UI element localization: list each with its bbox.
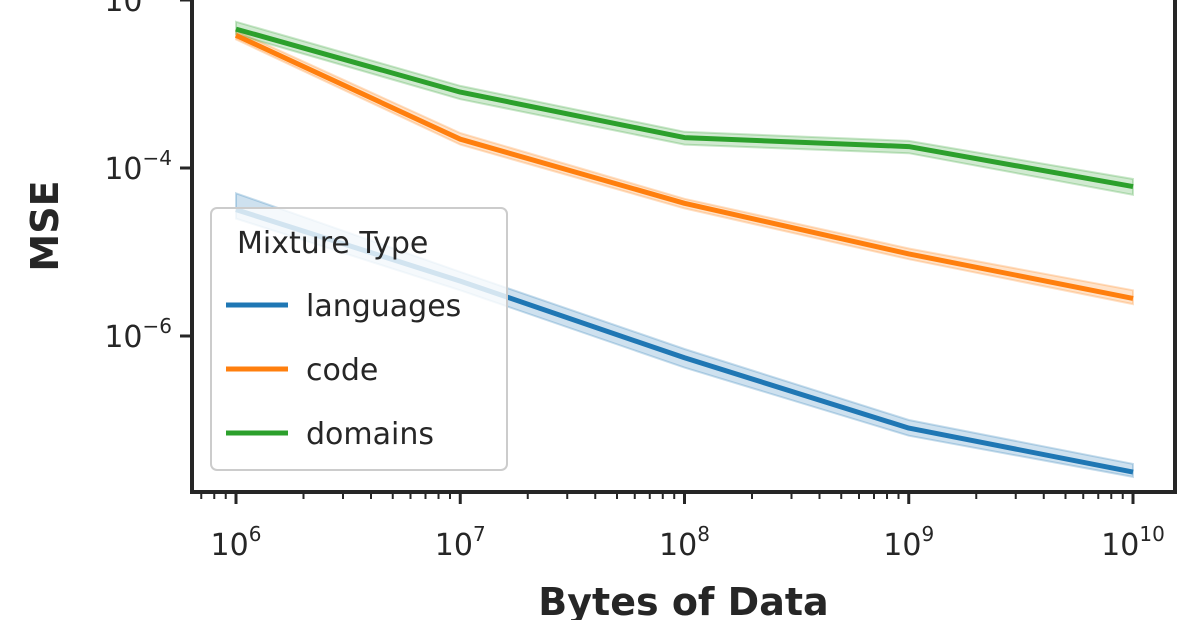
- domains-band: [235, 20, 1134, 197]
- y-tick-label: 10−2: [104, 0, 172, 19]
- y-axis-title: MSE: [23, 180, 67, 271]
- x-tick-label: 107: [435, 522, 486, 563]
- legend-label-domains: domains: [306, 417, 434, 452]
- x-axis: 106 107 108 109 1010: [200, 492, 1165, 563]
- legend-label-code: code: [306, 353, 378, 388]
- legend: Mixture Type languages code domains: [210, 207, 508, 471]
- legend-box: [210, 207, 508, 471]
- y-axis: 10−2 10−4 10−6: [104, 0, 192, 355]
- x-tick-label: 109: [883, 522, 934, 563]
- x-tick-label: 1010: [1101, 522, 1165, 563]
- y-tick-label: 10−4: [104, 146, 172, 187]
- code-band: [235, 29, 1134, 306]
- x-tick-label: 108: [659, 522, 710, 563]
- legend-label-languages: languages: [306, 289, 461, 324]
- x-axis-title: Bytes of Data: [538, 580, 828, 620]
- legend-title: Mixture Type: [237, 226, 428, 261]
- x-tick-label: 106: [211, 522, 262, 563]
- domains-line: [235, 26, 1134, 190]
- code-line: [234, 33, 1134, 301]
- y-tick-label: 10−6: [104, 314, 172, 355]
- legend-items: languages code domains: [226, 289, 461, 452]
